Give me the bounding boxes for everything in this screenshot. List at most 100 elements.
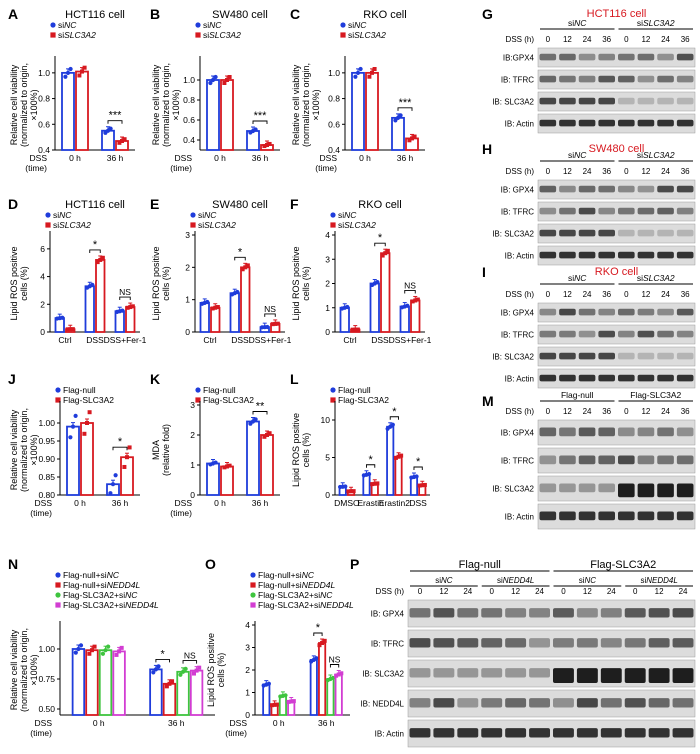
data-point — [345, 304, 350, 310]
data-point — [89, 648, 94, 653]
y-tick-label: 0.95 — [38, 436, 55, 446]
blot-band — [539, 53, 557, 61]
legend-label: Flag-SLC3A2+siNEDD4L — [258, 600, 354, 610]
blot-band — [539, 229, 557, 237]
x-tick-label: DSS — [231, 335, 249, 345]
blot-band — [618, 185, 635, 193]
y-tick-label: 4 — [40, 272, 45, 282]
y-axis-label: (normalized to origin, — [19, 628, 29, 712]
bar — [365, 71, 379, 151]
blot-band — [618, 455, 635, 465]
timepoint-label: 36 — [681, 35, 690, 44]
data-point — [68, 435, 73, 440]
y-tick-label: 0.6 — [38, 119, 50, 129]
legend-entry: siSLC3A2 — [330, 220, 376, 230]
legend-marker — [330, 387, 336, 393]
y-axis-label: (normalized to origin, — [19, 408, 29, 492]
legend-entry: Flag-SLC3A2 — [330, 395, 389, 405]
blot-band — [576, 728, 598, 738]
timepoint-label: 12 — [583, 587, 592, 596]
x-tick-label: DSS+Fer-1 — [249, 335, 292, 345]
blot-band — [559, 75, 576, 83]
panel-letter: B — [150, 6, 160, 22]
bar — [75, 70, 89, 151]
y-tick-label: 2 — [190, 430, 195, 440]
timepoint-label: 0 — [624, 407, 629, 416]
blot-band — [529, 638, 550, 648]
blot-band — [559, 427, 576, 437]
blot-band — [657, 119, 674, 127]
blot-band — [637, 455, 655, 465]
chart-panel-N: NFlag-null+siNCFlag-null+siNEDD4LFlag-SL… — [8, 556, 215, 738]
blot-band — [559, 511, 576, 521]
data-point — [422, 482, 427, 487]
blot-band — [598, 251, 615, 259]
bar — [162, 682, 177, 716]
blot-band — [598, 455, 615, 465]
y-tick-label: 0.8 — [328, 94, 340, 104]
data-point — [117, 649, 122, 654]
significance-bracket — [234, 256, 246, 261]
blot-group-label: Flag-null — [561, 390, 594, 400]
legend-entry: siNC — [330, 210, 357, 220]
blot-band — [578, 251, 596, 259]
x-tick-label: Ctrl — [343, 335, 356, 345]
y-tick-label: 0.80 — [38, 490, 55, 500]
blot-band — [598, 185, 615, 193]
legend-entry: siSLC3A2 — [50, 30, 96, 40]
chart-title: RKO cell — [358, 199, 401, 211]
timepoint-label: 24 — [607, 587, 616, 596]
data-point — [346, 489, 351, 494]
x-side-label: DSS — [230, 718, 248, 728]
data-point — [367, 74, 372, 79]
legend-label: Flag-null — [203, 385, 236, 395]
blot-sub-label: siNC — [579, 576, 597, 585]
blot-row-label: IB: GPX4 — [501, 186, 535, 195]
legend-marker — [195, 387, 201, 393]
data-point — [113, 473, 118, 478]
blot-band — [676, 229, 694, 237]
blot-band — [576, 638, 598, 648]
y-axis-label: Relative cell viability — [291, 64, 301, 145]
data-point — [167, 681, 172, 686]
data-point — [395, 115, 401, 120]
y-tick-label: 0.4 — [183, 135, 195, 145]
bar — [262, 683, 271, 716]
legend-marker — [190, 222, 196, 228]
y-axis-label: cells (%) — [161, 266, 171, 301]
blot-title: HCT116 cell — [587, 8, 647, 20]
legend-marker — [195, 397, 201, 403]
blot-band — [553, 698, 574, 708]
legend-entry: siSLC3A2 — [195, 30, 241, 40]
chart-panel-O: OFlag-null+siNCFlag-null+siNEDD4LFlag-SL… — [205, 556, 354, 738]
bar — [220, 79, 234, 151]
data-point — [265, 143, 269, 147]
data-point — [396, 454, 401, 459]
significance-label: *** — [399, 97, 413, 109]
data-point — [183, 666, 188, 671]
bar — [351, 71, 365, 151]
significance-label: *** — [254, 110, 268, 122]
blot-strip — [537, 113, 696, 134]
legend-entry: Flag-null+siNC — [250, 570, 315, 580]
data-point — [253, 127, 258, 132]
blot-band — [676, 97, 694, 105]
blot-group-label: siNC — [568, 273, 587, 283]
blot-band — [559, 207, 576, 215]
bar — [380, 252, 391, 333]
x-tick-label: 0 h — [214, 153, 226, 163]
blot-band — [657, 511, 674, 521]
data-point — [68, 66, 73, 72]
blot-row-label: IB: SLC3A2 — [492, 98, 534, 107]
data-point — [227, 463, 232, 468]
legend-marker — [55, 572, 61, 578]
data-point — [151, 670, 156, 675]
data-point — [358, 66, 363, 72]
blot-band — [505, 698, 527, 708]
blot-band — [637, 251, 655, 259]
